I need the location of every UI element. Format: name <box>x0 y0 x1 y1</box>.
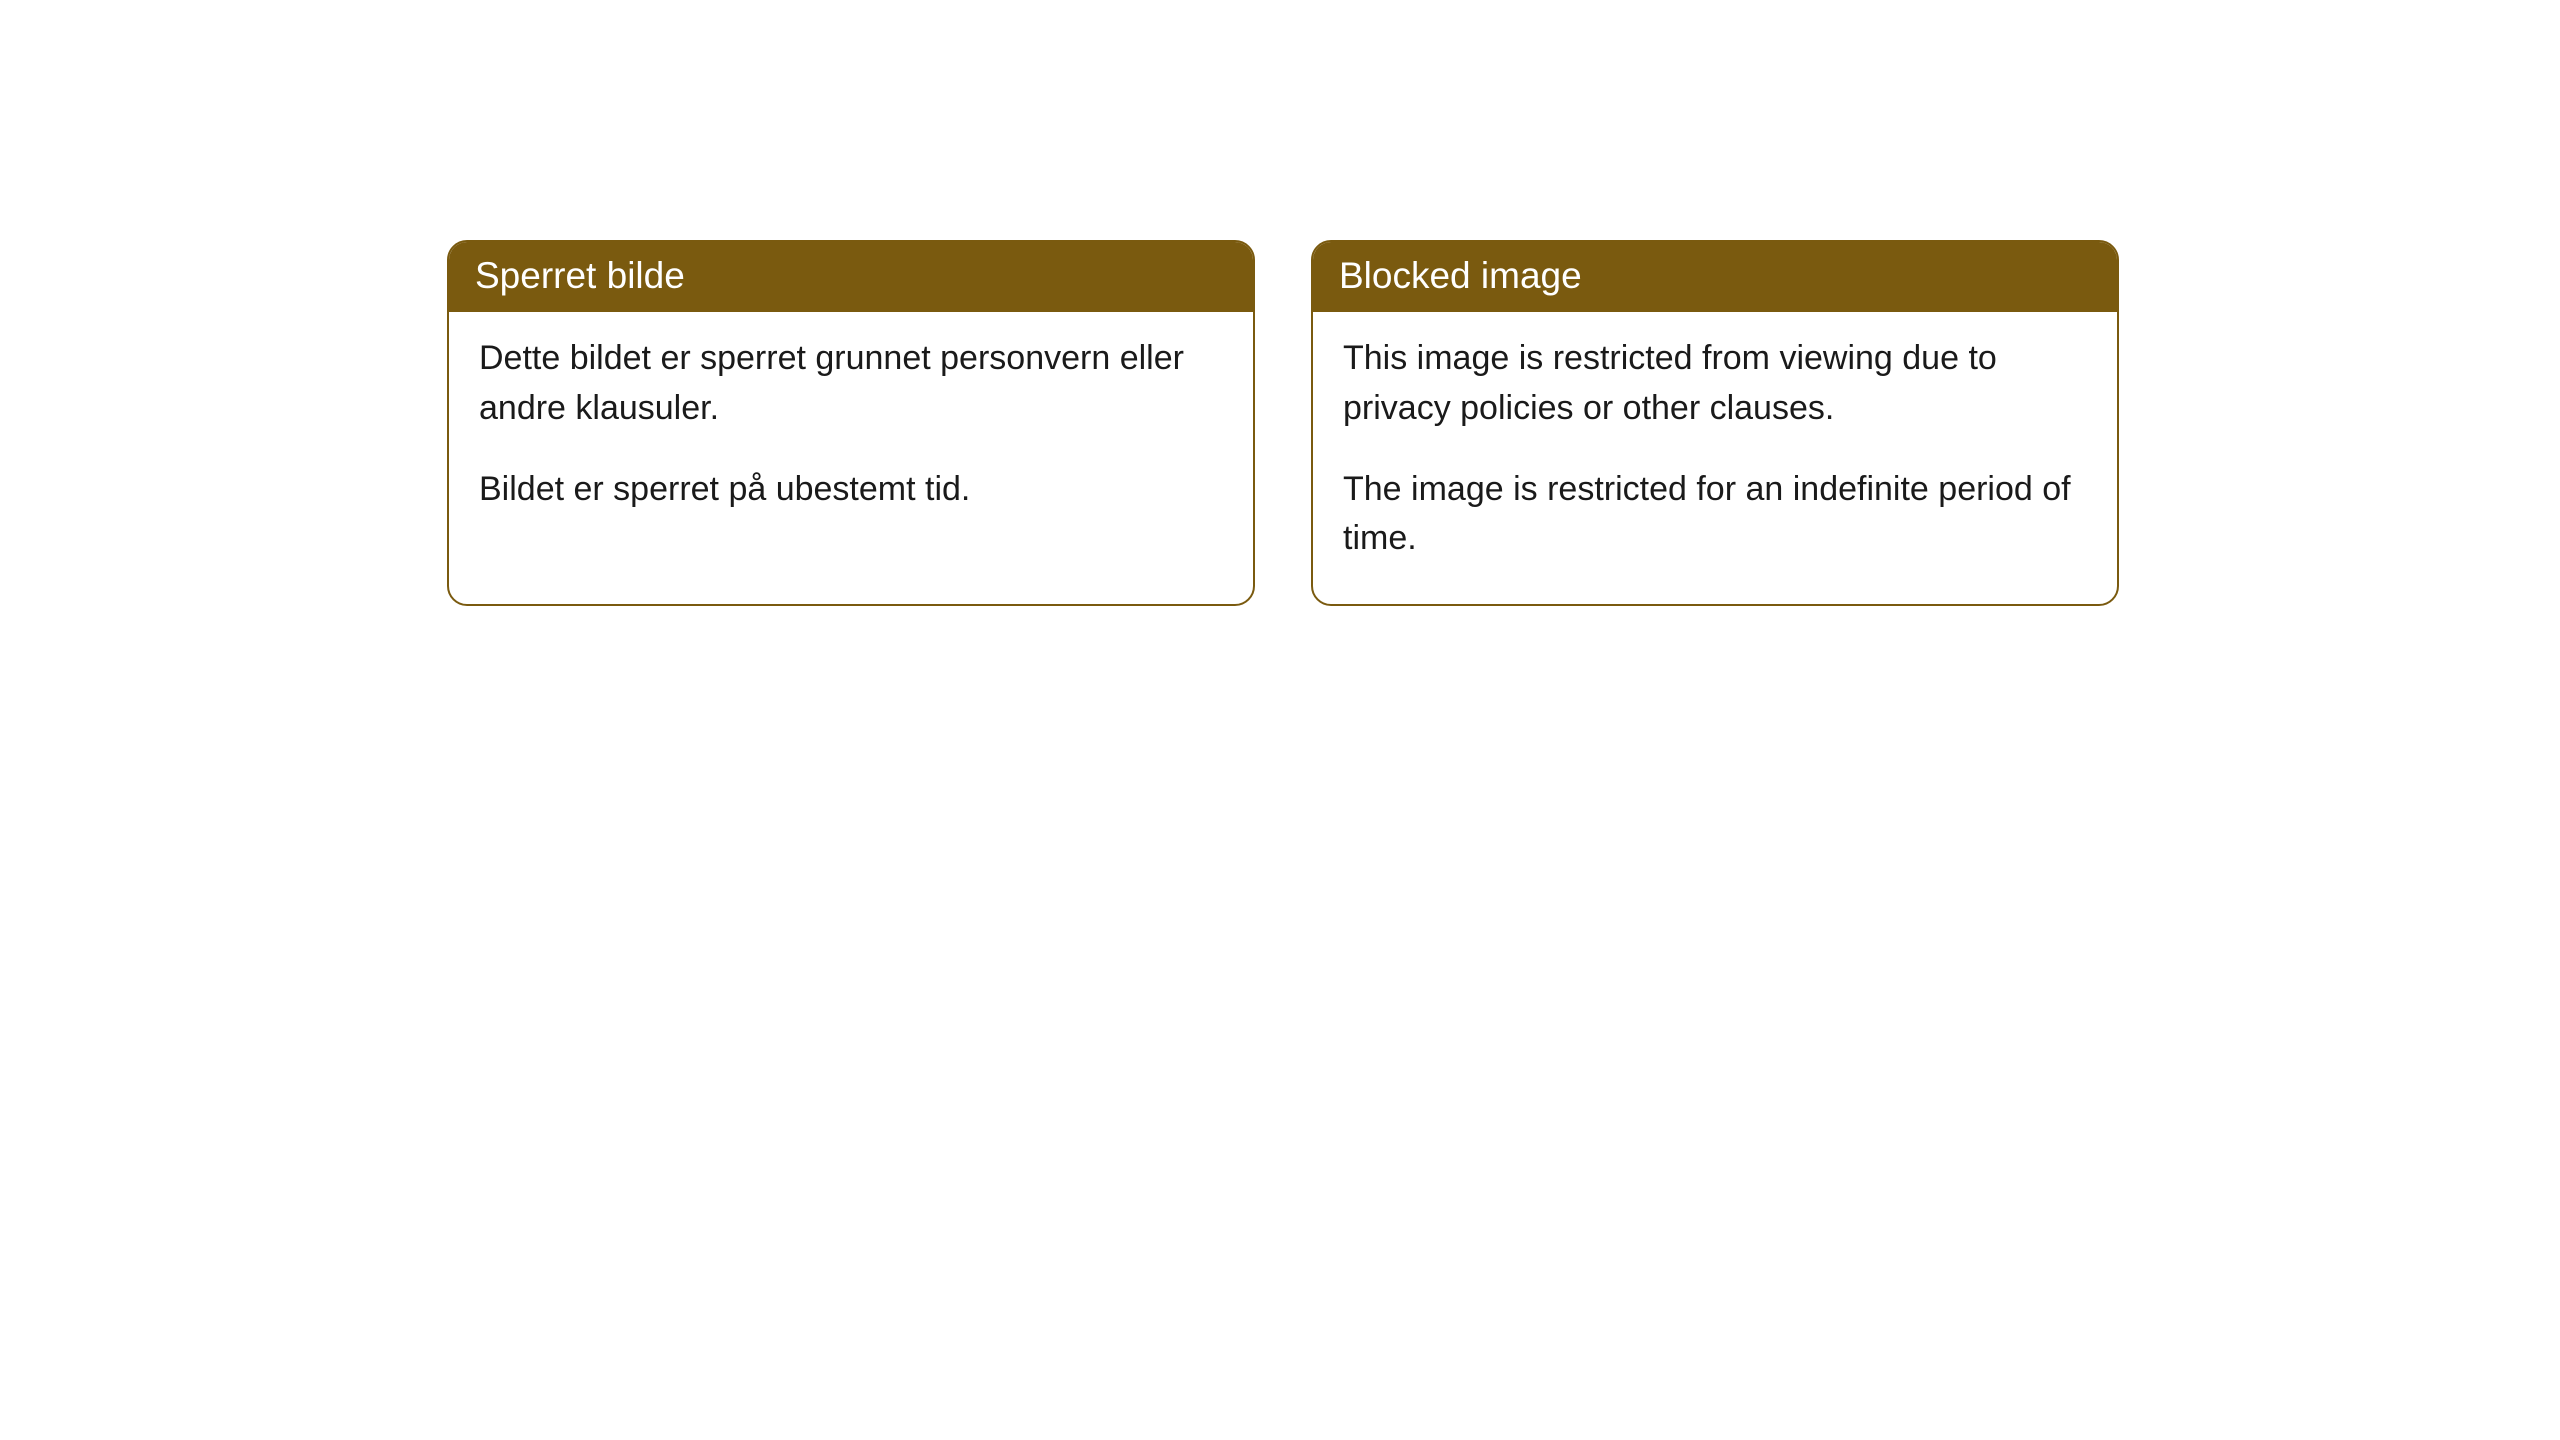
notice-card-norwegian: Sperret bilde Dette bildet er sperret gr… <box>447 240 1255 606</box>
paragraph-1: This image is restricted from viewing du… <box>1343 334 2087 433</box>
notice-card-english: Blocked image This image is restricted f… <box>1311 240 2119 606</box>
card-body-english: This image is restricted from viewing du… <box>1313 312 2117 603</box>
card-header-english: Blocked image <box>1313 242 2117 312</box>
paragraph-1: Dette bildet er sperret grunnet personve… <box>479 334 1223 433</box>
paragraph-2: Bildet er sperret på ubestemt tid. <box>479 465 1223 514</box>
card-body-norwegian: Dette bildet er sperret grunnet personve… <box>449 312 1253 554</box>
notice-cards-container: Sperret bilde Dette bildet er sperret gr… <box>447 240 2560 606</box>
card-header-norwegian: Sperret bilde <box>449 242 1253 312</box>
paragraph-2: The image is restricted for an indefinit… <box>1343 465 2087 564</box>
